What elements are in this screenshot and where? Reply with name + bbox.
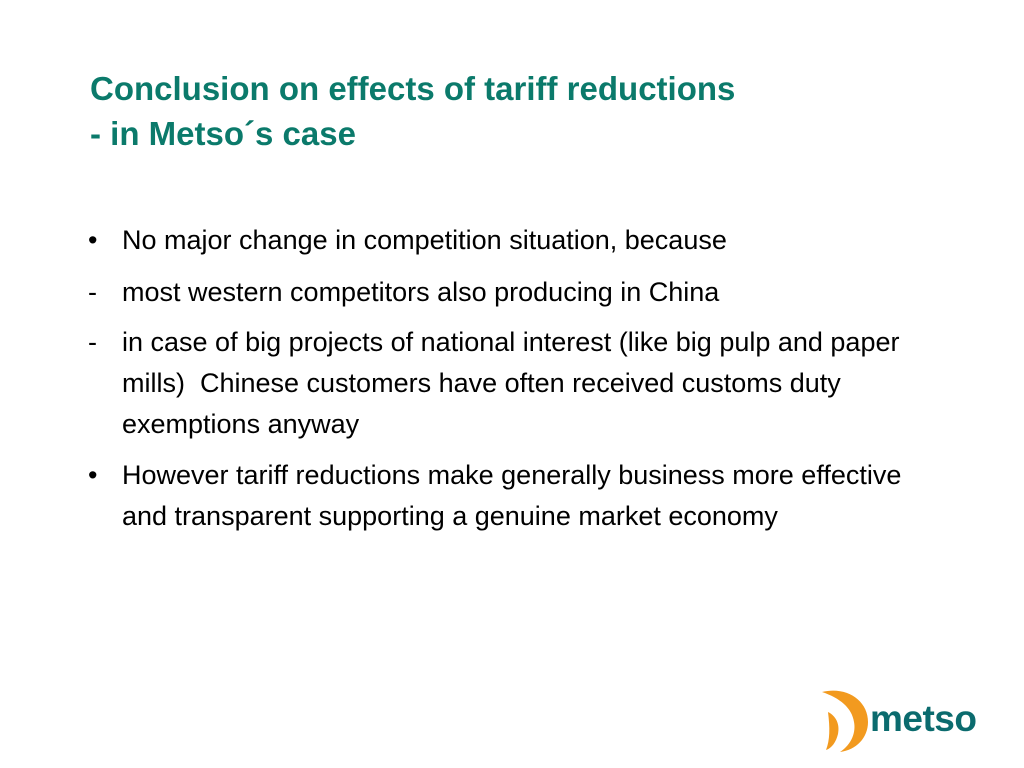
slide-title: Conclusion on effects of tariff reductio… — [90, 66, 735, 156]
title-line: - in Metso´s case — [90, 115, 356, 152]
logo-swoosh — [822, 690, 868, 752]
bullet-marker: • — [88, 460, 98, 490]
bullet-marker: - — [88, 327, 97, 357]
bullet-text: However tariff reductions make generally… — [122, 460, 909, 531]
logo-swoosh — [826, 712, 839, 750]
logo-mark — [822, 690, 868, 752]
logo-text: metso — [870, 698, 977, 739]
bullet-text: most western competitors also producing … — [122, 277, 720, 307]
bullet-marker: - — [88, 277, 97, 307]
bullet-marker: • — [88, 225, 98, 255]
title-line: Conclusion on effects of tariff reductio… — [90, 70, 736, 107]
logo: metso — [818, 686, 998, 756]
bullet-text: in case of big projects of national inte… — [122, 327, 907, 439]
bullet-text: No major change in competition situation… — [122, 225, 727, 255]
